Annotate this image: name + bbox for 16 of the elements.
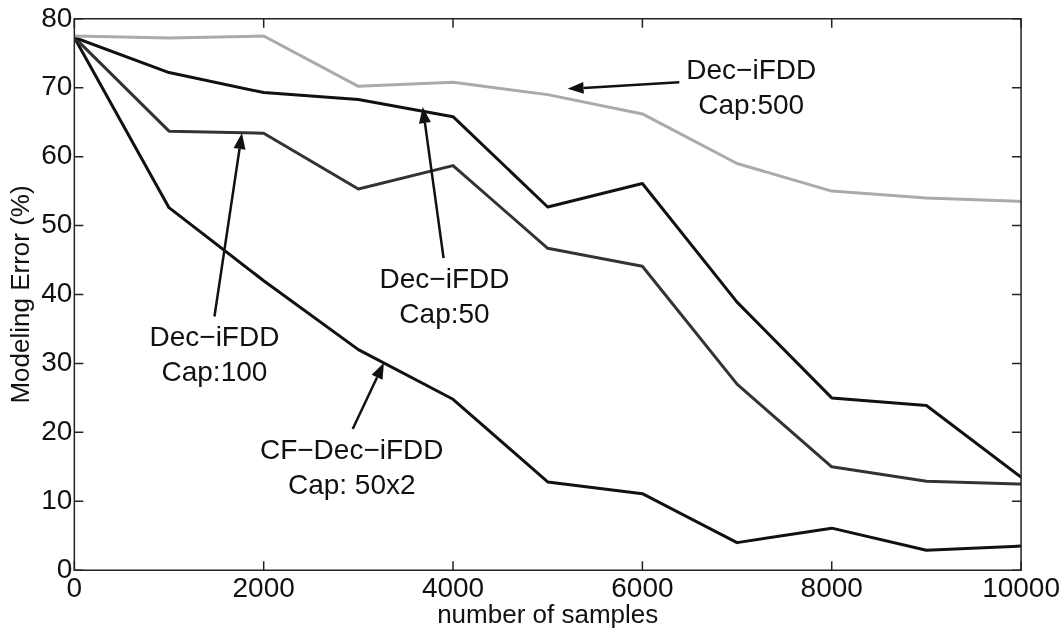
y-tick-label: 80 (41, 1, 73, 33)
y-tick-label: 30 (41, 346, 73, 378)
y-tick-label: 10 (41, 483, 73, 515)
x-tick-label: 2000 (232, 571, 295, 603)
y-tick-label: 20 (41, 415, 73, 447)
y-axis-title: Modeling Error (%) (4, 185, 35, 404)
annotation: CF−Dec−iFDD Cap: 50x2 (259, 432, 444, 502)
annotation: Dec−iFDD Cap:50 (379, 262, 510, 332)
annotation: Dec−iFDD Cap:100 (149, 320, 280, 390)
y-tick-label: 50 (41, 208, 73, 240)
y-tick-label: 40 (41, 277, 73, 309)
y-tick-label: 70 (41, 70, 73, 102)
annotation: Dec−iFDD Cap:500 (686, 52, 817, 122)
x-tick-label: 10000 (982, 571, 1061, 603)
x-tick-label: 8000 (800, 571, 863, 603)
y-tick-label: 60 (41, 139, 73, 171)
